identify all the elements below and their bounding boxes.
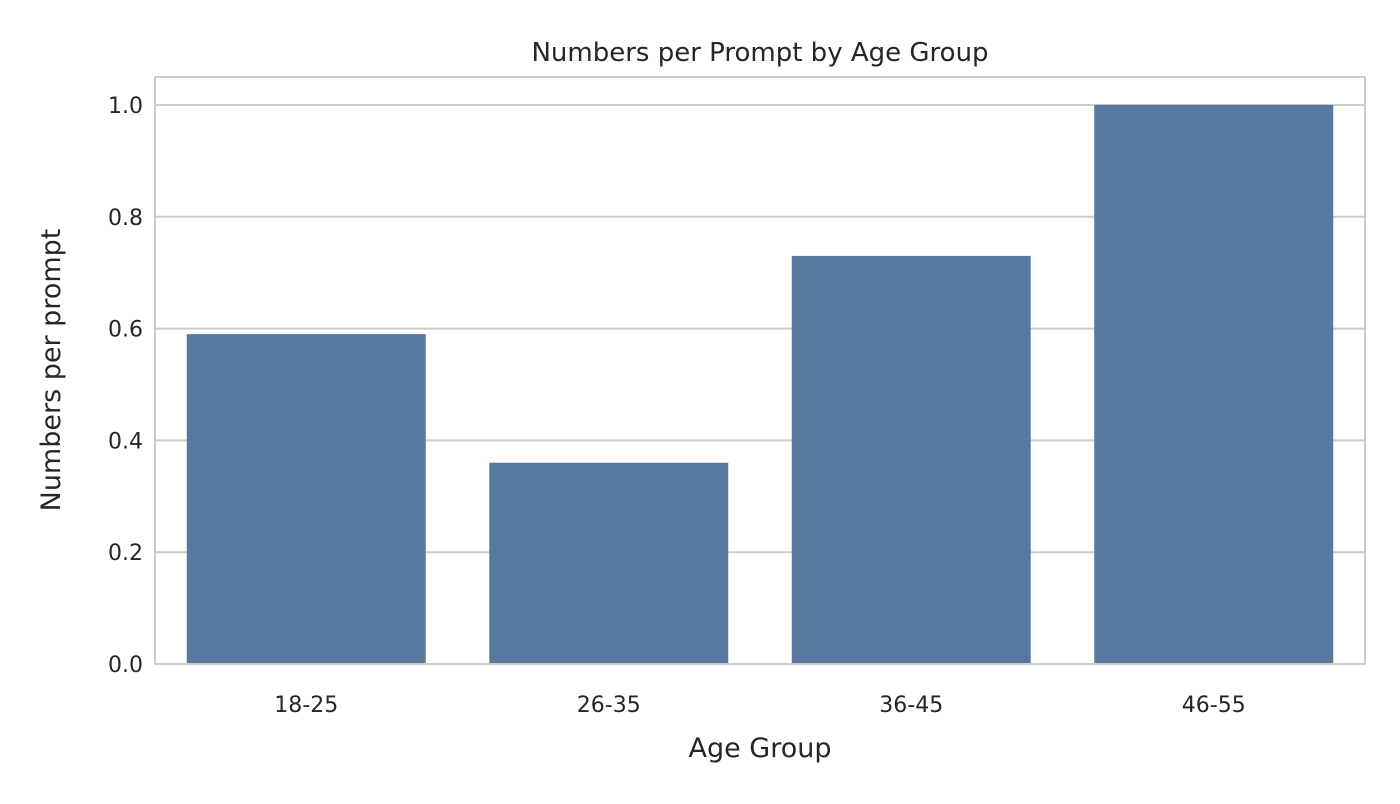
y-tick-label: 0.4 [108,429,143,454]
y-tick-label: 0.6 [108,318,143,343]
bar-36-45 [791,255,1031,664]
y-tick-labels: 0.0 0.2 0.4 0.6 0.8 1.0 [108,94,143,678]
bar-18-25 [186,334,426,664]
y-tick-label: 1.0 [108,94,143,119]
x-tick-labels: 18-25 26-35 36-45 46-55 [274,693,1245,718]
y-tick-label: 0.2 [108,541,143,566]
bar-46-55 [1094,104,1334,664]
plot-frame [154,76,1366,665]
x-axis-label: Age Group [688,733,831,764]
x-tick-label: 26-35 [577,693,641,718]
x-tick-label: 18-25 [274,693,338,718]
y-axis-label: Numbers per prompt [36,229,67,512]
bar-26-35 [489,462,729,664]
bars-layer [186,104,1334,664]
x-tick-label: 36-45 [879,693,943,718]
chart-title: Numbers per Prompt by Age Group [531,38,988,68]
y-tick-label: 0.8 [108,206,143,231]
x-tick-label: 46-55 [1182,693,1246,718]
y-tick-label: 0.0 [108,653,143,678]
